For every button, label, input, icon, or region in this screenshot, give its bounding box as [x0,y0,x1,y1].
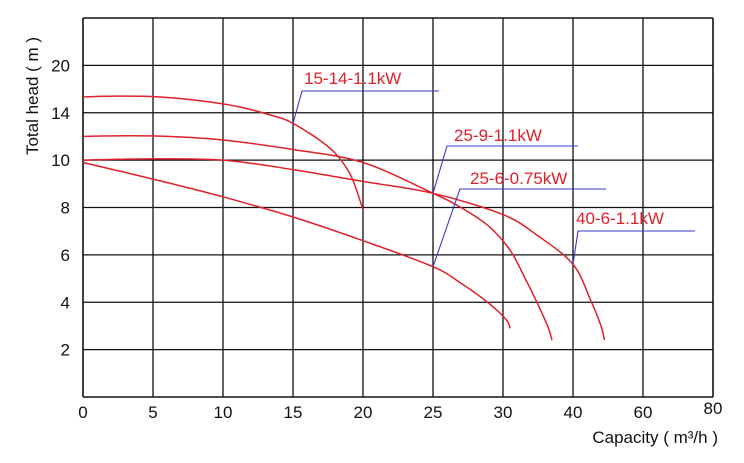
y-tick-label: 6 [61,246,70,265]
grid-lines [82,17,714,398]
y-tick-label: 10 [51,151,70,170]
x-tick-label: 15 [284,403,303,422]
x-tick-label: 10 [214,403,233,422]
x-tick-label: 80 [704,399,723,418]
series-leader-line [292,90,439,124]
y-tick-label: 4 [61,293,70,312]
series-label: 25-9-1.1kW [454,126,542,145]
y-tick-label: 8 [61,199,70,218]
y-tick-label: 14 [51,104,70,123]
x-axis-title: Capacity ( m³/h ) [592,428,718,447]
x-tick-label: 60 [634,403,653,422]
x-tick-label: 30 [494,403,513,422]
x-tick-label: 40 [564,403,583,422]
y-tick-labels: 2 4 6 8 10 14 20 [51,56,70,359]
x-tick-label: 25 [424,403,443,422]
series-label: 25-6-0.75kW [470,169,567,188]
series-curve-3 [82,158,606,341]
y-tick-label: 20 [51,56,70,75]
y-tick-label: 2 [61,341,70,360]
x-tick-labels: 0 5 10 15 20 25 30 40 60 80 [78,399,722,422]
series-curve-2 [82,161,511,329]
series-curve-1 [82,135,553,341]
x-tick-label: 20 [354,403,373,422]
x-tick-label: 0 [78,403,87,422]
series-leader-line [432,188,606,267]
series-label: 40-6-1.1kW [576,209,664,228]
series-labels: 15-14-1.1kW 25-9-1.1kW 25-6-0.75kW 40-6-1.1… [292,69,695,267]
y-axis-title: Total head ( m ) [23,37,42,155]
series-leader-line [432,145,578,194]
x-tick-label: 5 [148,403,157,422]
series-leader-line [572,230,695,265]
series-label: 15-14-1.1kW [304,69,401,88]
